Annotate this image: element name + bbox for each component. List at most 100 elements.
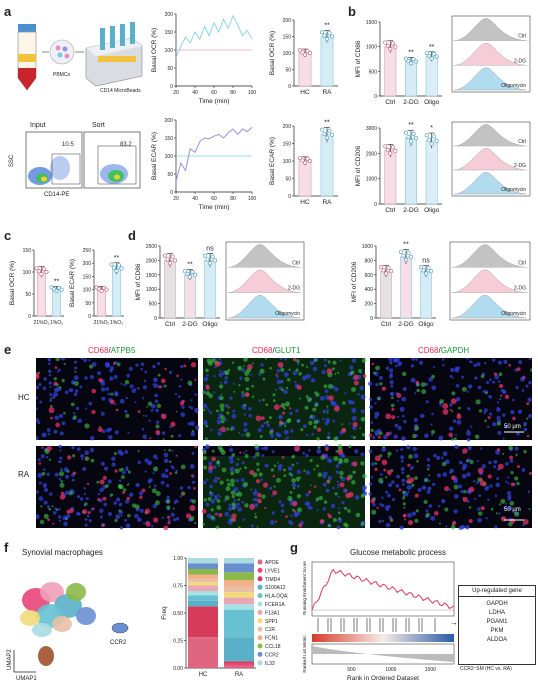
nucleus [492, 422, 497, 427]
nucleus [295, 408, 299, 413]
nucleus [80, 454, 85, 459]
green-signal [265, 403, 269, 407]
nucleus [216, 419, 222, 425]
green-signal [285, 401, 290, 406]
x-tick-label: Ctrl [165, 321, 176, 328]
stack-segment [224, 586, 254, 593]
nucleus [229, 447, 234, 453]
nucleus [235, 463, 239, 467]
green-signal [333, 456, 339, 462]
flow-xlabel: CD14-PE [44, 192, 70, 198]
nucleus [378, 519, 382, 524]
nucleus [496, 477, 500, 481]
y-tick-label: 50 [167, 66, 173, 72]
gene-item: PGAM1 [486, 619, 508, 625]
data-point [34, 266, 39, 271]
red-signal [293, 510, 297, 513]
stain-title-2: CD68/GAPDH [418, 346, 469, 355]
nucleus [351, 415, 357, 421]
green-signal [148, 485, 151, 488]
nucleus [263, 445, 268, 451]
green-signal [421, 389, 427, 395]
green-signal [245, 432, 251, 438]
green-signal [301, 363, 305, 367]
y-tick-label: 1000 [366, 177, 377, 183]
green-signal [241, 390, 245, 394]
nucleus [38, 496, 44, 501]
nucleus [233, 486, 239, 492]
data-point [39, 272, 44, 277]
green-signal [287, 496, 293, 502]
nucleus [458, 525, 464, 530]
green-signal [188, 358, 192, 360]
nucleus [194, 393, 198, 396]
nucleus [287, 466, 293, 471]
nucleus [153, 383, 159, 389]
y-axis-label: MFI of CD206 [355, 145, 362, 186]
red-signal [456, 414, 462, 420]
red-signal [285, 515, 288, 518]
green-signal [358, 368, 362, 373]
nucleus [48, 381, 52, 385]
nucleus [457, 366, 461, 370]
green-signal [48, 458, 52, 461]
green-signal [219, 403, 225, 409]
nucleus [354, 495, 360, 500]
green-signal [127, 470, 131, 474]
green-signal [451, 438, 454, 442]
nucleus [306, 433, 309, 437]
green-signal [298, 372, 302, 376]
rank-color-bar [312, 634, 454, 642]
flow-input-value: 10.5 [62, 142, 74, 148]
nucleus [153, 454, 158, 459]
y-tick-label: 1.00 [173, 556, 183, 562]
umap-cluster [52, 616, 72, 632]
nucleus [217, 416, 221, 420]
y-axis-label: MFI of CD86 [135, 263, 142, 300]
red-signal [155, 429, 161, 435]
nucleus [413, 417, 418, 423]
nucleus [52, 395, 56, 399]
x-tick-label: 21%O₂ [34, 320, 50, 326]
pbmc-label: PBMCs [53, 72, 70, 78]
nucleus [445, 525, 448, 528]
y-axis-label: MFI of CD206 [351, 261, 358, 302]
nucleus [498, 512, 501, 515]
green-signal [378, 477, 384, 484]
nucleus [423, 433, 429, 439]
nucleus [261, 447, 264, 450]
nucleus [420, 413, 425, 419]
green-signal [156, 403, 162, 408]
panel-label-f: f [4, 540, 9, 555]
green-signal [211, 358, 216, 363]
enrichment-frame [311, 561, 455, 617]
nucleus [427, 486, 432, 491]
nucleus [49, 393, 53, 397]
red-signal [462, 496, 468, 503]
nucleus [155, 420, 160, 424]
green-signal [244, 453, 249, 458]
green-signal [125, 413, 130, 418]
ccr2-label: CCR2 [110, 640, 127, 646]
green-signal [402, 496, 405, 500]
nucleus [521, 468, 526, 472]
green-signal [65, 517, 68, 520]
nucleus [46, 428, 51, 432]
nucleus [473, 480, 476, 483]
green-signal [480, 374, 485, 379]
nucleus [454, 367, 460, 373]
nucleus [229, 515, 232, 518]
nucleus [240, 478, 245, 482]
nucleus [194, 407, 199, 413]
red-signal [205, 385, 210, 390]
green-signal [523, 450, 527, 454]
green-signal [196, 358, 199, 361]
nucleus [494, 374, 500, 380]
green-signal [402, 502, 406, 506]
stack-segment [224, 663, 254, 666]
green-signal [53, 377, 57, 381]
